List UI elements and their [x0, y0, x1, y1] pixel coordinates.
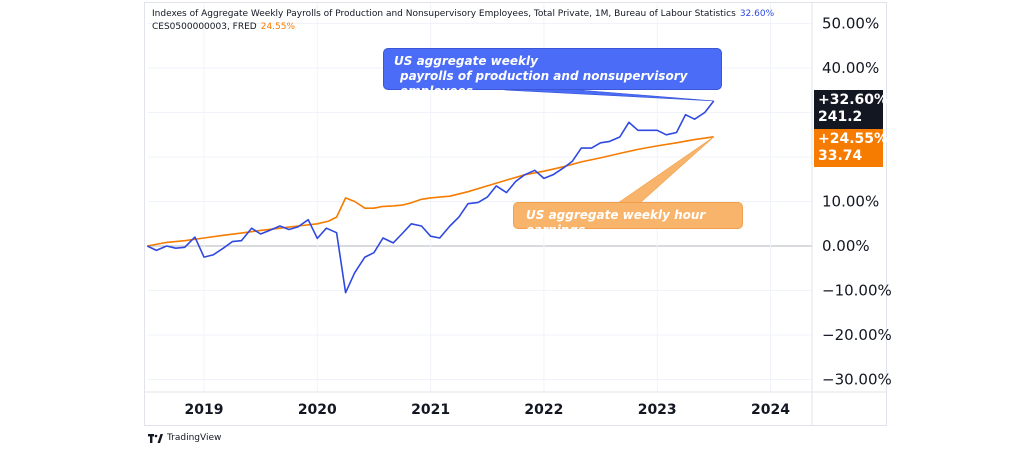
callout-earnings-text: US aggregate weekly hour earnings [526, 208, 706, 237]
badge-earnings-pct: +24.55% [818, 131, 889, 147]
x-tick-label: 2022 [524, 402, 563, 418]
y-tick-label: −30.00% [822, 371, 892, 389]
badge-payrolls-value: 241.2 [818, 109, 863, 125]
legend-series-2[interactable]: CES0500000003, FRED 24.55% [152, 22, 295, 32]
series-layer [146, 100, 715, 294]
chart-frame [144, 2, 887, 426]
y-tick-label: 0.00% [822, 237, 870, 255]
y-tick-label: 40.00% [822, 59, 879, 77]
legend-series-2-value: 24.55% [260, 22, 296, 32]
callout-payrolls[interactable]: US aggregate weekly payrolls of producti… [383, 48, 722, 98]
legend-series-1[interactable]: Indexes of Aggregate Weekly Payrolls of … [152, 9, 774, 19]
y-tick-label: −10.00% [822, 282, 892, 300]
y-axis: 50.00% 40.00% 10.00% 0.00% −10.00% −20.00% −30… [822, 15, 892, 389]
tradingview-attribution[interactable]: TradingView [148, 433, 221, 443]
legend-series-1-title: Indexes of Aggregate Weekly Payrolls of … [152, 9, 736, 19]
series-line-payrolls[interactable] [146, 100, 715, 294]
callout-payrolls-line-2: payrolls of production and nonsupervisor… [400, 69, 688, 98]
x-tick-label: 2020 [298, 402, 337, 418]
x-axis: 2019 2020 2021 2022 2023 2024 [185, 402, 791, 418]
tradingview-logo-icon [148, 433, 163, 443]
callout-earnings[interactable]: US aggregate weekly hour earnings [513, 202, 743, 237]
y-tick-label: −20.00% [822, 326, 892, 344]
x-tick-label: 2023 [638, 402, 677, 418]
price-badge-earnings: +24.55% 33.74 [814, 129, 889, 167]
x-tick-label: 2019 [185, 402, 224, 418]
price-badge-payrolls: +32.60% 241.2 [814, 90, 889, 130]
series-line-earnings[interactable] [147, 136, 714, 247]
callout-earnings-pointer [617, 136, 715, 204]
badge-payrolls-pct: +32.60% [818, 92, 889, 108]
x-tick-label: 2024 [751, 402, 790, 418]
x-tick-label: 2021 [411, 402, 450, 418]
tradingview-brand: TradingView [167, 433, 222, 443]
legend-series-1-value: 32.60% [739, 9, 775, 19]
callout-pointers [504, 83, 715, 204]
callout-payrolls-line-1: US aggregate weekly [394, 54, 538, 68]
badge-earnings-value: 33.74 [818, 148, 863, 164]
legend-series-2-title: CES0500000003, FRED [152, 22, 257, 32]
y-tick-label: 10.00% [822, 193, 879, 211]
y-tick-label: 50.00% [822, 15, 879, 33]
